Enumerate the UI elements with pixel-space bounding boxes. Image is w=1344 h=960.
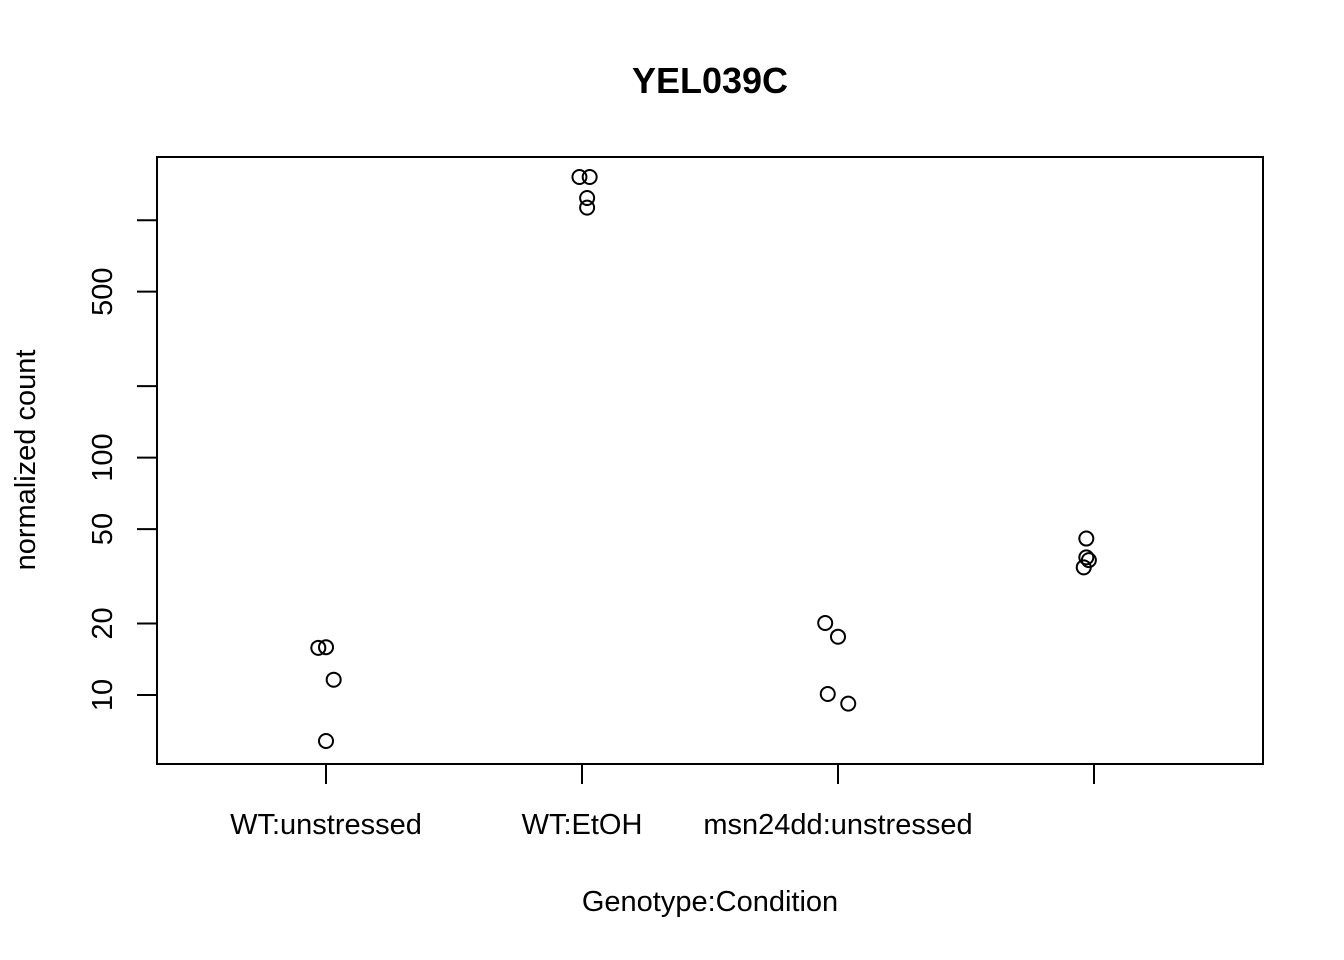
x-tick-label: msn24dd:unstressed bbox=[703, 809, 972, 841]
data-point bbox=[318, 733, 334, 750]
data-point bbox=[318, 639, 334, 656]
data-point bbox=[571, 169, 588, 186]
data-point bbox=[581, 169, 598, 186]
data-point bbox=[1075, 559, 1092, 576]
chart-title: YEL039C bbox=[632, 60, 788, 101]
data-point bbox=[840, 695, 857, 712]
y-tick-label: 50 bbox=[87, 513, 119, 545]
data-points bbox=[310, 169, 1097, 750]
data-point bbox=[819, 685, 836, 702]
x-tick-label: WT:unstressed bbox=[230, 809, 422, 841]
y-axis: 10 20 50 100 500 bbox=[87, 219, 157, 711]
data-point bbox=[817, 615, 834, 632]
x-axis-label: Genotype:Condition bbox=[582, 886, 838, 918]
y-tick-label: 10 bbox=[87, 679, 119, 711]
data-point bbox=[830, 628, 846, 645]
data-point bbox=[579, 190, 596, 207]
data-point bbox=[1078, 530, 1095, 547]
y-tick-label: 500 bbox=[87, 267, 119, 315]
data-point bbox=[1078, 549, 1095, 566]
y-tick-label: 20 bbox=[87, 607, 119, 639]
plot-frame bbox=[156, 156, 1264, 765]
x-tick-label: WT:EtOH bbox=[522, 809, 643, 841]
x-axis: WT:unstressed WT:EtOH msn24dd:unstressed bbox=[230, 764, 1095, 841]
data-point bbox=[325, 671, 342, 688]
y-tick-label: 100 bbox=[87, 433, 119, 481]
data-point bbox=[579, 199, 596, 216]
y-axis-label: normalized count bbox=[10, 350, 42, 571]
data-point bbox=[310, 639, 327, 656]
